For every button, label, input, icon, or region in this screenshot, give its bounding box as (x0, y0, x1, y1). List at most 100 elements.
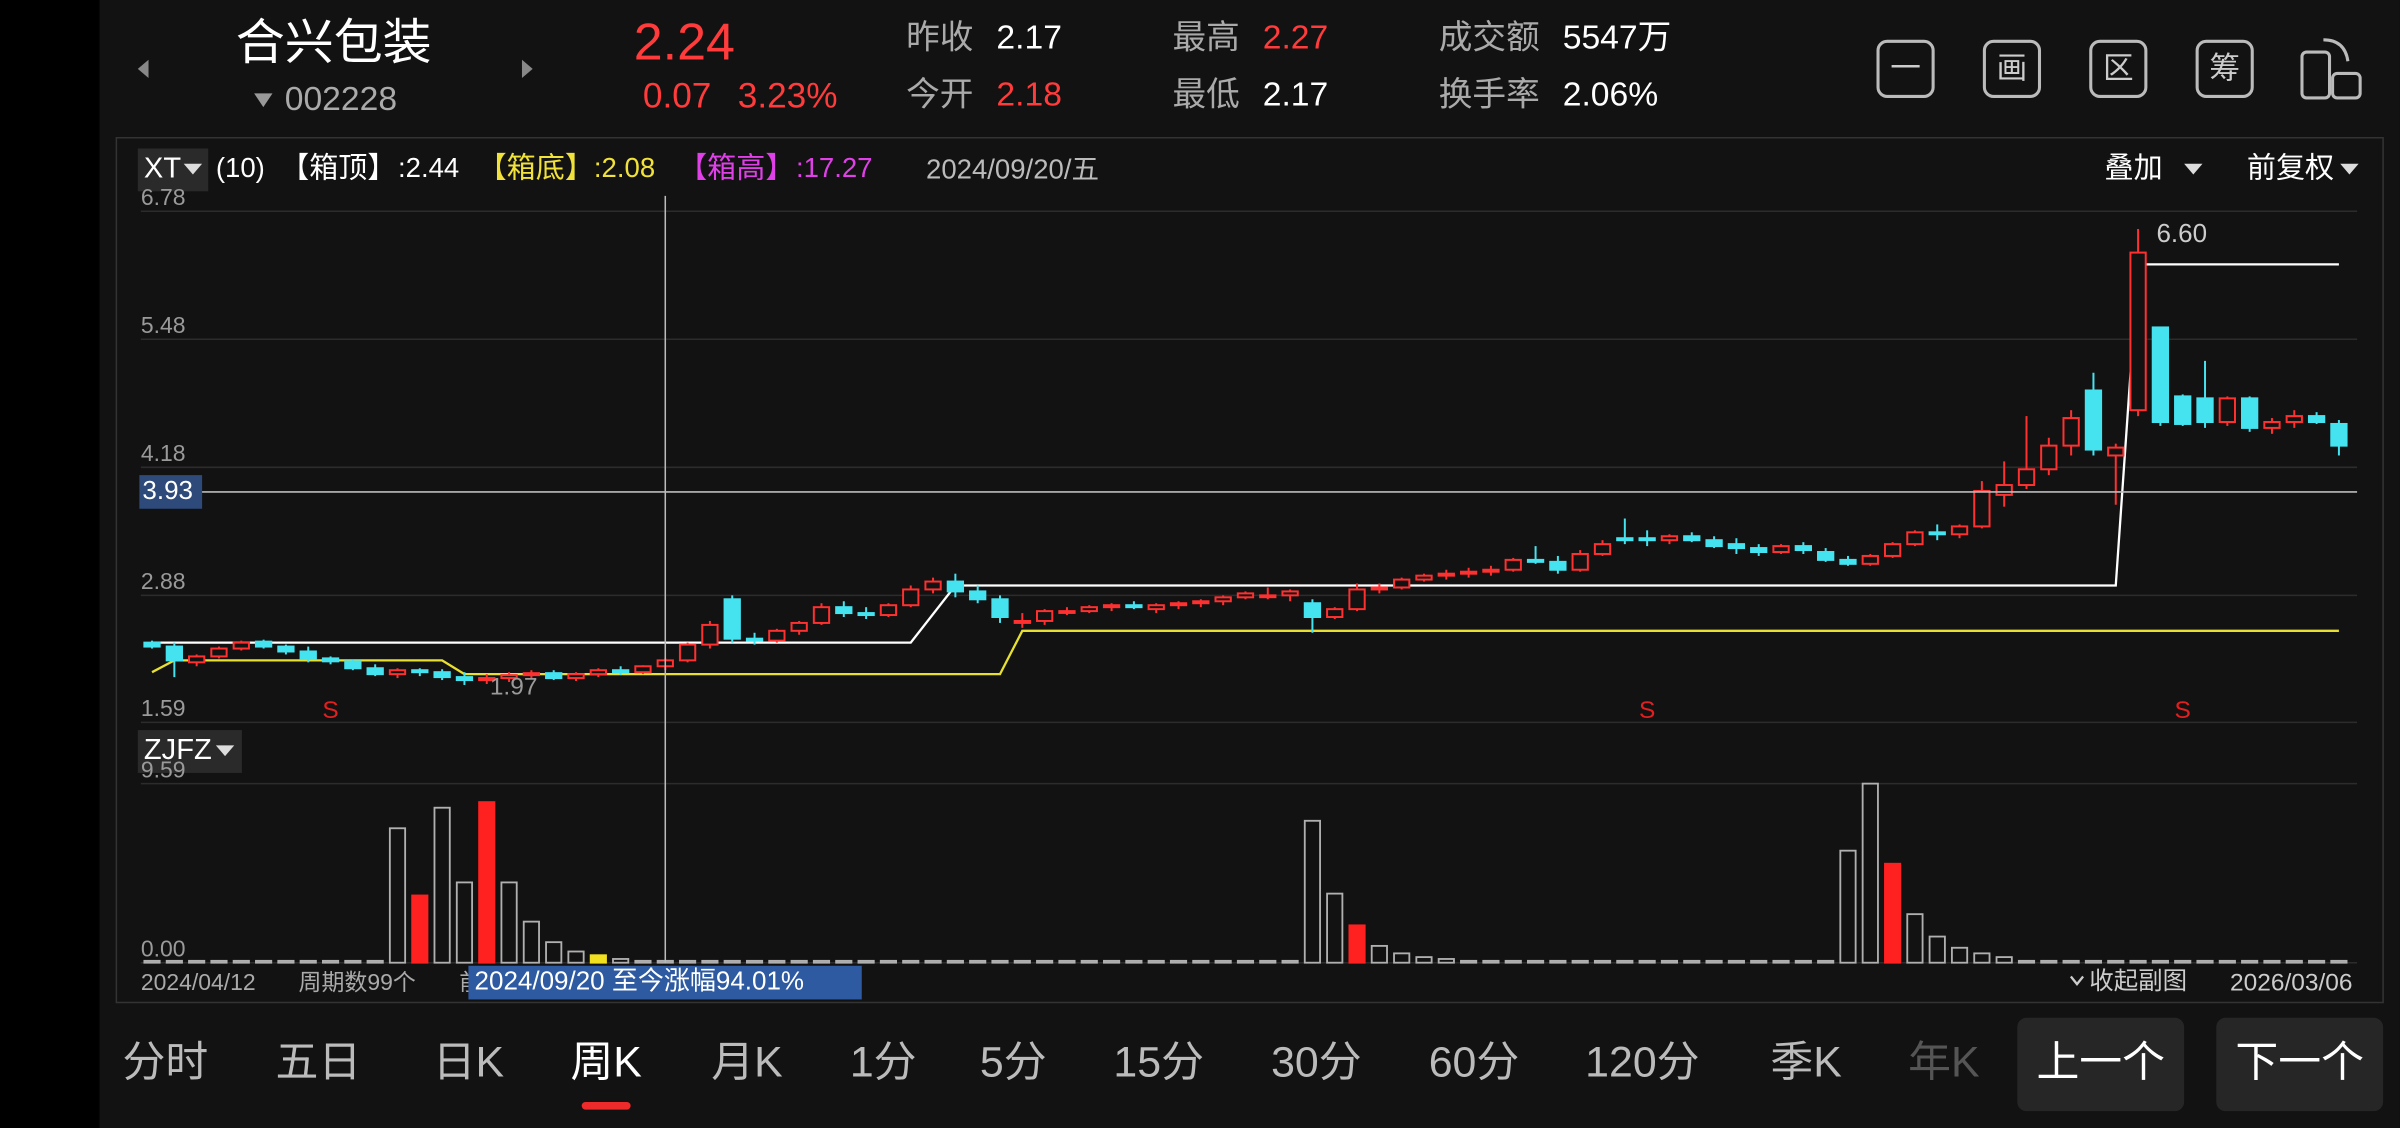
bar (1794, 959, 1812, 964)
candle-body (812, 606, 831, 624)
code-dropdown[interactable] (254, 93, 273, 108)
overlay-toggle[interactable]: 叠加 (2105, 153, 2163, 185)
candle-body (1214, 596, 1232, 603)
period-tab[interactable]: 5分 (980, 1039, 1047, 1087)
tool-button[interactable] (1876, 39, 1935, 98)
candle-body (1080, 606, 1098, 613)
candle-body (1861, 554, 1879, 565)
candle-body (879, 604, 898, 617)
signal-marker: S (1639, 697, 1655, 724)
collapse-icon[interactable] (2069, 975, 2085, 986)
left-edge (0, 0, 100, 1128)
indicator-param: (10) (216, 152, 265, 183)
prev-stock-arrow[interactable] (137, 59, 149, 79)
period-tab[interactable]: 季K (1770, 1039, 1842, 1087)
candle-body (1526, 558, 1545, 563)
period-tab[interactable]: 年K (1908, 1039, 1980, 1087)
bar (768, 959, 786, 964)
period-tab[interactable]: 周K (570, 1039, 642, 1087)
bar (2174, 959, 2192, 964)
candle-body (1571, 552, 1589, 571)
bar (1772, 959, 1790, 964)
bar (991, 959, 1009, 964)
period-tab[interactable]: 1分 (850, 1039, 917, 1087)
bar (2151, 959, 2169, 964)
candle-body (1370, 586, 1389, 591)
candle-body (1750, 547, 1768, 554)
indicator-name: XT (144, 153, 181, 185)
candle-body (745, 637, 764, 642)
bar (1928, 935, 1946, 964)
bar (478, 801, 496, 964)
rotate-icon[interactable] (2300, 38, 2362, 100)
bar (1437, 958, 1455, 964)
bar (2263, 959, 2281, 964)
period-tab[interactable]: 分时 (123, 1039, 209, 1087)
candle-body (1303, 602, 1322, 619)
bar (857, 959, 875, 964)
collapse-toggle[interactable]: 收起副图 (2089, 967, 2187, 995)
indicator-value: :2.08 (594, 152, 655, 183)
nav-button-label[interactable]: 上一个 (2036, 1039, 2165, 1087)
stat-value: 2.17 (996, 20, 1062, 57)
tool-label[interactable]: 一 (1890, 51, 1921, 85)
candle-body (210, 647, 228, 658)
period-tab[interactable]: 60分 (1429, 1039, 1520, 1087)
dropdown-arrow (2184, 163, 2203, 175)
bar (2196, 959, 2214, 964)
bar (1616, 959, 1634, 964)
candle-body (1883, 543, 1902, 557)
nav-button[interactable] (2017, 1017, 2185, 1112)
nav-button-label[interactable]: 下一个 (2235, 1039, 2364, 1087)
stat-value: 2.17 (1263, 76, 1329, 113)
indicator-date: 2024/09/20/五 (926, 154, 1099, 185)
candle-body (1839, 558, 1857, 565)
bar (1638, 959, 1656, 964)
tool-button[interactable] (1982, 39, 2042, 98)
bar (1192, 959, 1210, 964)
stat-label: 换手率 (1439, 75, 1540, 113)
stat-label: 最低 (1172, 76, 1239, 113)
tool-button[interactable] (2089, 39, 2148, 98)
tool-label[interactable]: 区 (2103, 51, 2134, 85)
candle-body (835, 606, 853, 615)
period-tab[interactable]: 15分 (1113, 1039, 1204, 1087)
bar (812, 959, 831, 964)
candle-body (522, 672, 541, 677)
bar (1169, 959, 1188, 964)
bar (879, 959, 898, 964)
candle-body (1995, 484, 2013, 496)
bar (1036, 959, 1054, 964)
sub-chart-title: ZJFZ (144, 734, 212, 766)
candle-body (1102, 604, 1121, 609)
low-label: 1.97 (490, 674, 538, 701)
bar (1103, 959, 1121, 964)
adjust-toggle[interactable]: 前复权 (2247, 152, 2334, 185)
nav-button[interactable] (2216, 1017, 2384, 1112)
rotate-screen (2331, 71, 2362, 100)
tool-label[interactable]: 筹 (2209, 51, 2240, 85)
period-tab[interactable]: 五日 (276, 1039, 362, 1087)
period-tab[interactable]: 月K (711, 1039, 783, 1087)
next-stock-arrow[interactable] (521, 59, 533, 79)
bar (210, 959, 228, 964)
candle-body (1192, 600, 1210, 605)
tool-button[interactable] (2195, 39, 2254, 98)
candle-body (1058, 610, 1076, 614)
indicator-value: :17.27 (796, 152, 873, 183)
tool-label[interactable]: 画 (1997, 51, 2028, 85)
candle-body (366, 667, 384, 676)
period-tab[interactable]: 120分 (1585, 1039, 1699, 1087)
bar (1214, 959, 1232, 964)
bar (589, 954, 607, 964)
candle-body (1259, 594, 1277, 599)
period-count: 周期数99个 (299, 969, 416, 995)
period-tab[interactable]: 日K (433, 1039, 505, 1087)
change-pct: 3.23% (738, 76, 838, 115)
candle-body (2241, 397, 2259, 429)
indicator-label: 【箱底】 (478, 152, 594, 185)
period-tab[interactable]: 30分 (1271, 1039, 1362, 1087)
y-tick-label: 1.59 (141, 695, 186, 721)
bar (924, 959, 942, 964)
active-tab-indicator (581, 1101, 631, 1110)
